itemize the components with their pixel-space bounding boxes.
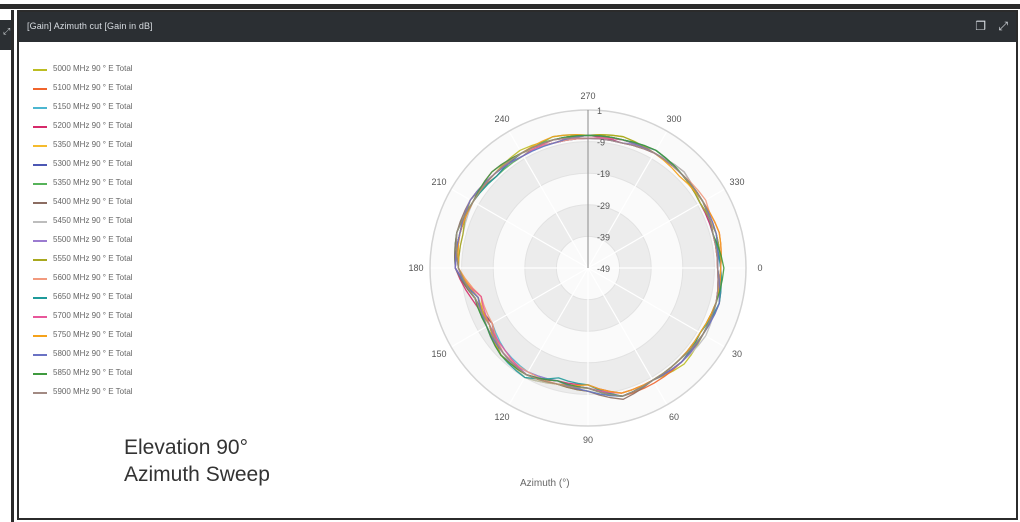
legend-label: 5000 MHz 90 ° E Total — [53, 64, 133, 73]
outer-frame-top — [0, 0, 1020, 10]
angular-tick-label: 180 — [408, 263, 423, 273]
angular-tick-label: 240 — [494, 114, 509, 124]
legend-label: 5400 MHz 90 ° E Total — [53, 197, 133, 206]
angular-tick-label: 0 — [757, 263, 762, 273]
legend-swatch — [33, 221, 47, 223]
legend-label: 5800 MHz 90 ° E Total — [53, 349, 133, 358]
expand-icon[interactable]: ⤢ — [998, 19, 1008, 33]
legend-label: 5350 MHz 90 ° E Total — [53, 140, 133, 149]
angular-tick-label: 330 — [729, 177, 744, 187]
legend-label: 5650 MHz 90 ° E Total — [53, 292, 133, 301]
polar-chart: 270 300 330 0 30 60 90 120 150 180 210 240 1 -9 -19 -29… — [408, 91, 762, 445]
legend-swatch — [33, 107, 47, 109]
legend-label: 5450 MHz 90 ° E Total — [53, 216, 133, 225]
legend-label: 5350 MHz 90 ° E Total — [53, 178, 133, 187]
angular-tick-label: 120 — [494, 412, 509, 422]
legend-label: 5900 MHz 90 ° E Total — [53, 387, 133, 396]
legend-swatch — [33, 316, 47, 318]
legend-label: 5600 MHz 90 ° E Total — [53, 273, 133, 282]
legend-label: 5850 MHz 90 ° E Total — [53, 368, 133, 377]
angular-tick-label: 150 — [432, 349, 447, 359]
radial-tick-label: -19 — [597, 169, 610, 179]
radial-tick-label: 1 — [597, 106, 602, 116]
series-line — [455, 137, 719, 397]
legend-swatch — [33, 297, 47, 299]
radial-tick-label: -29 — [597, 201, 610, 211]
angular-tick-label: 300 — [666, 114, 681, 124]
legend-swatch — [33, 145, 47, 147]
angular-tick-label: 270 — [580, 91, 595, 101]
legend-swatch — [33, 202, 47, 204]
legend-label: 5300 MHz 90 ° E Total — [53, 159, 133, 168]
panel-title: [Gain] Azimuth cut [Gain in dB] — [27, 21, 153, 31]
angular-gridline — [508, 130, 589, 269]
angular-gridline — [587, 267, 726, 348]
legend-label: 5700 MHz 90 ° E Total — [53, 311, 133, 320]
adjacent-panel-header — [0, 20, 11, 50]
legend-swatch — [33, 88, 47, 90]
radial-tick-label: -39 — [597, 232, 610, 242]
expand-icon[interactable]: ⤢ — [3, 26, 11, 36]
legend-label: 5750 MHz 90 ° E Total — [53, 330, 133, 339]
angular-tick-label: 30 — [732, 349, 742, 359]
legend-label: 5150 MHz 90 ° E Total — [53, 102, 133, 111]
adjacent-panel-edge: ⤢ — [0, 10, 14, 522]
legend-swatch — [33, 183, 47, 185]
angular-tick-label: 90 — [583, 435, 593, 445]
caption-elevation: Elevation 90° — [124, 436, 248, 459]
legend-swatch — [33, 126, 47, 128]
angular-gridline — [587, 130, 668, 269]
caption: Elevation 90° Azimuth Sweep — [124, 434, 270, 488]
angular-tick-label: 210 — [432, 177, 447, 187]
legend-swatch — [33, 335, 47, 337]
legend-swatch — [33, 278, 47, 280]
angular-tick-label: 60 — [669, 412, 679, 422]
legend-label: 5200 MHz 90 ° E Total — [53, 121, 133, 130]
legend-swatch — [33, 164, 47, 166]
radial-tick-label: -9 — [597, 138, 605, 148]
angular-gridline — [450, 267, 589, 348]
legend-swatch — [33, 373, 47, 375]
angular-gridline — [587, 267, 668, 406]
legend-swatch — [33, 240, 47, 242]
legend-label: 5100 MHz 90 ° E Total — [53, 83, 133, 92]
axis-title: Azimuth (°) — [520, 478, 570, 489]
legend-swatch — [33, 69, 47, 71]
popout-icon[interactable]: ❐ — [975, 19, 986, 33]
legend-swatch — [33, 392, 47, 394]
angular-gridline — [508, 267, 589, 406]
legend-label: 5550 MHz 90 ° E Total — [53, 254, 133, 263]
caption-sweep: Azimuth Sweep — [124, 463, 270, 486]
angular-gridline — [450, 188, 589, 269]
legend-swatch — [33, 354, 47, 356]
legend-swatch — [33, 259, 47, 261]
radial-tick-label: -49 — [597, 264, 610, 274]
angular-gridline — [587, 188, 726, 269]
legend-label: 5500 MHz 90 ° E Total — [53, 235, 133, 244]
panel-header: [Gain] Azimuth cut [Gain in dB] ❐ ⤢ — [19, 12, 1016, 42]
